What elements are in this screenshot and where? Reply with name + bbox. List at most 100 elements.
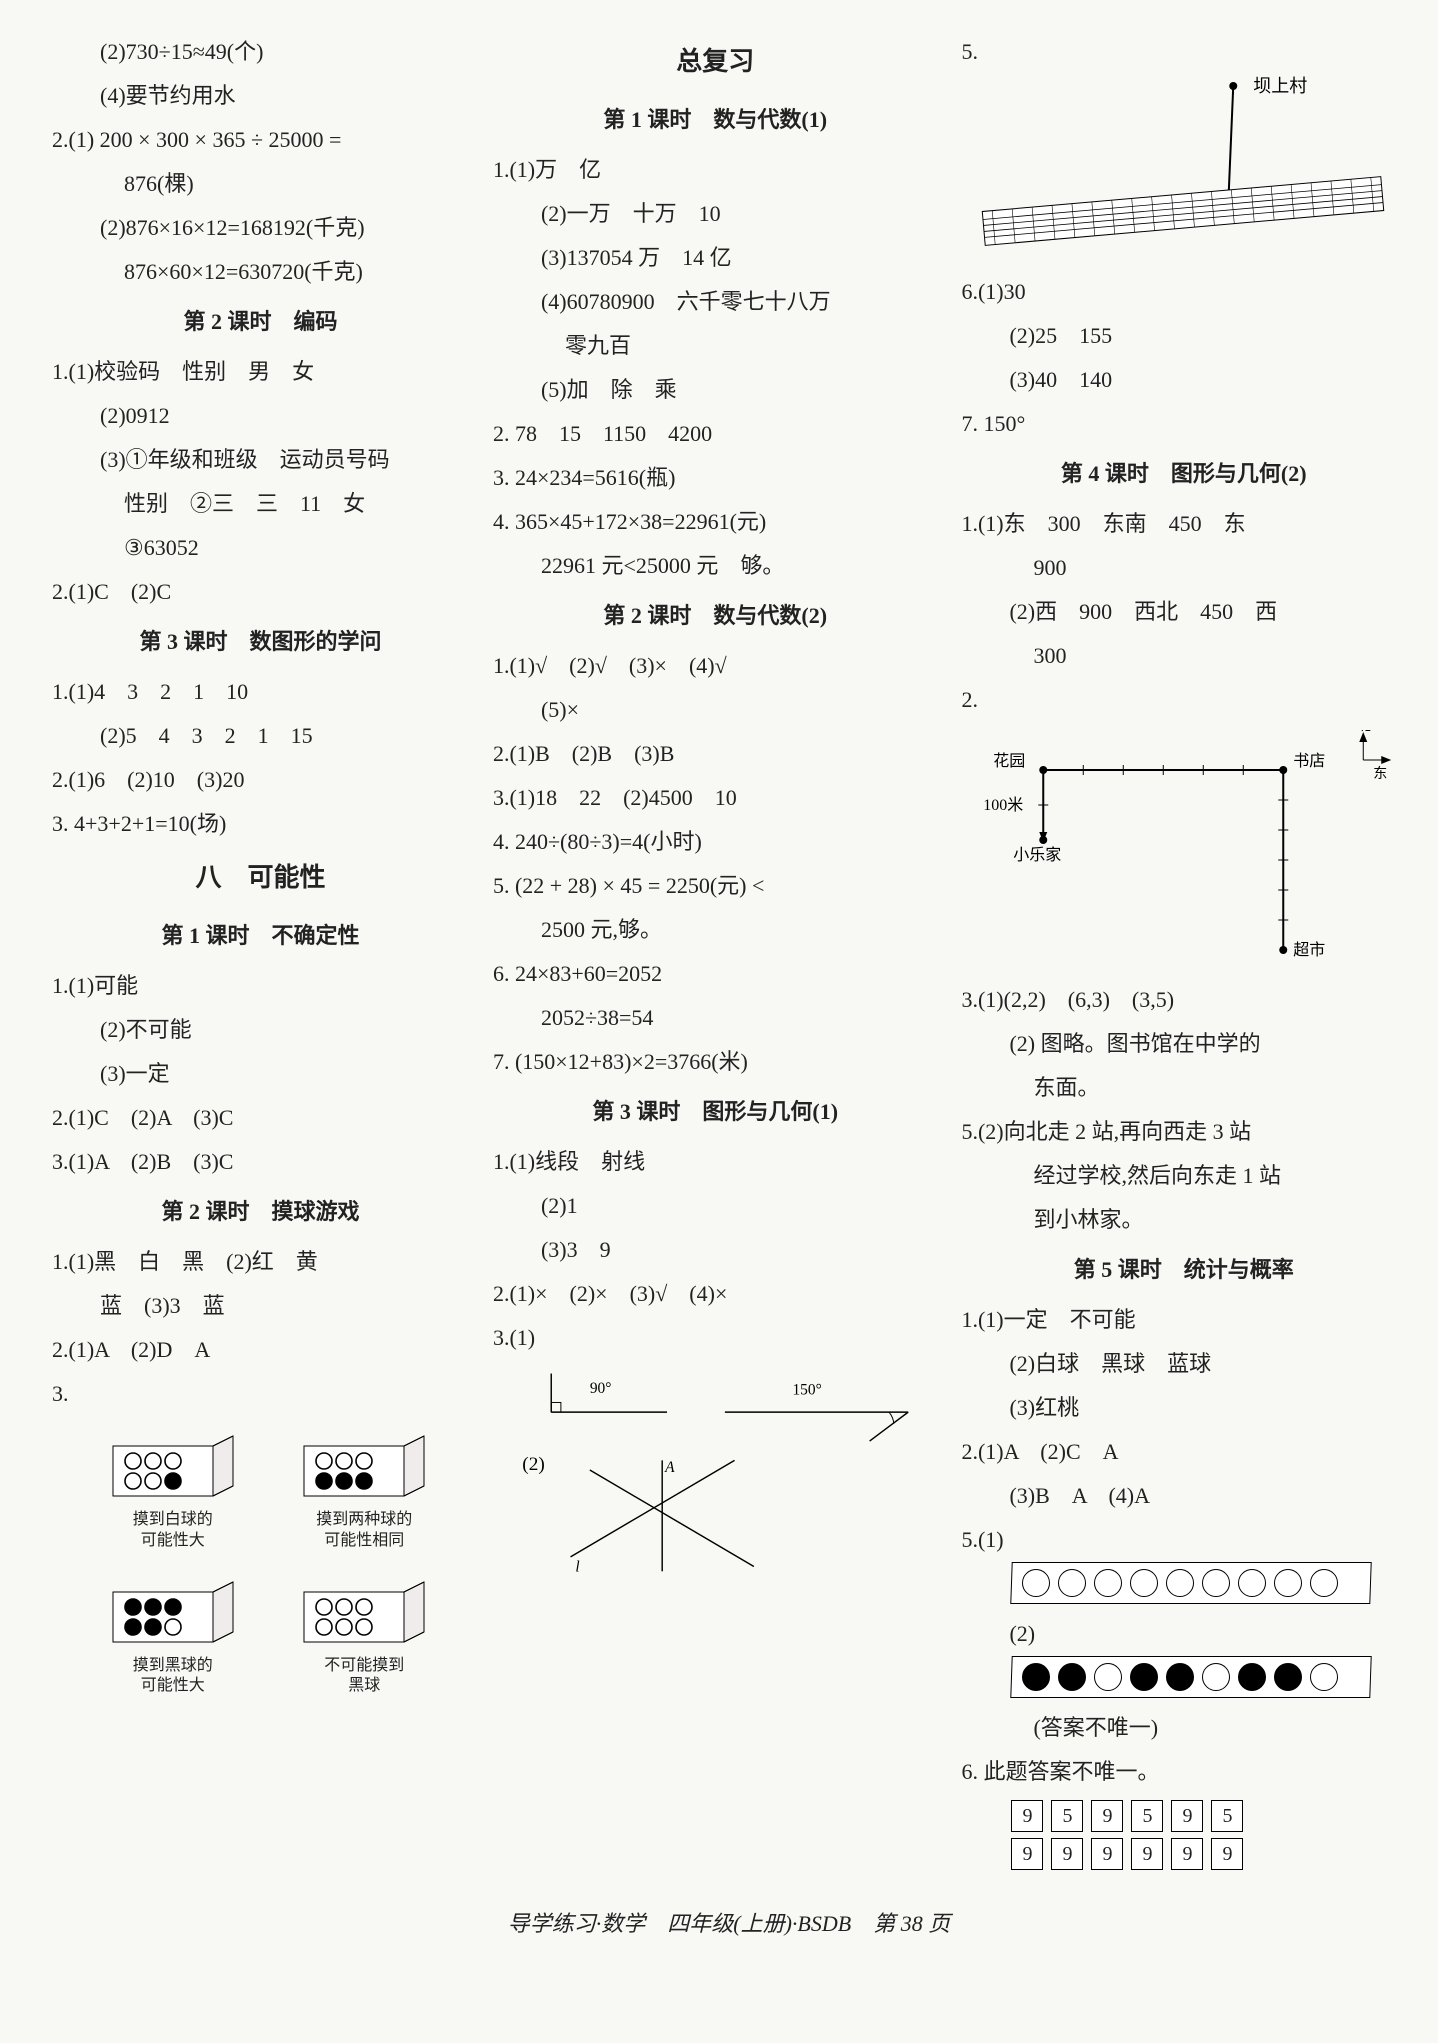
text: 到小林家。 [961, 1198, 1406, 1242]
text: (2)25 155 [961, 314, 1406, 358]
column-1: (2)730÷15≈49(个) (4)要节约用水 2.(1) 200 × 300… [40, 30, 481, 1876]
text: 2.(1)C (2)C [52, 570, 469, 614]
box-label: 摸到黑球的 可能性大 [92, 1656, 253, 1698]
text: 2.(1)C (2)A (3)C [52, 1096, 469, 1140]
svg-text:坝上村: 坝上村 [1254, 76, 1308, 96]
text: 2.(1)× (2)× (3)√ (4)× [493, 1272, 938, 1316]
ball-circle [1274, 1663, 1302, 1691]
page-footer: 导学练习·数学 四年级(上册)·BSDB 第 38 页 [40, 1906, 1418, 1938]
ball-circle [1202, 1663, 1230, 1691]
svg-text:l: l [575, 1558, 579, 1575]
ball-circle [1238, 1569, 1266, 1597]
text: (3)一定 [52, 1052, 469, 1096]
text: (2)西 900 西北 450 西 [961, 590, 1406, 634]
text: 1.(1)4 3 2 1 10 [52, 670, 469, 714]
page: (2)730÷15≈49(个) (4)要节约用水 2.(1) 200 × 300… [40, 30, 1418, 1876]
angle-label: 90° [590, 1380, 612, 1397]
ball-circle [1094, 1569, 1122, 1597]
section-heading: 第 3 课时 图形与几何(1) [493, 1090, 938, 1134]
text: 性别 ②三 三 11 女 [52, 482, 469, 526]
text: 5. [961, 30, 1406, 74]
chapter-heading: 总复习 [493, 36, 938, 88]
text: 2500 元,够。 [493, 908, 938, 952]
text: 3.(1)(2,2) (6,3) (3,5) [961, 978, 1406, 1022]
svg-text:(2): (2) [522, 1454, 544, 1475]
text: 3.(1)A (2)B (3)C [52, 1140, 469, 1184]
section-heading: 第 3 课时 数图形的学问 [52, 620, 469, 664]
text: 876×60×12=630720(千克) [52, 250, 469, 294]
text: 5. (22 + 28) × 45 = 2250(元) < [493, 864, 938, 908]
text: 876(棵) [52, 162, 469, 206]
text: (2) 图略。图书馆在中学的 [961, 1022, 1406, 1066]
text: 东面。 [961, 1066, 1406, 1110]
text: 1.(1)一定 不可能 [961, 1298, 1406, 1342]
number-row-2: 999999 [1011, 1838, 1406, 1870]
ball-boxes: 摸到白球的 可能性大 摸到两种球的 可能性相同 [92, 1426, 445, 1697]
text: (2)0912 [52, 394, 469, 438]
number-box: 9 [1131, 1838, 1163, 1870]
ball-strip-1 [1011, 1562, 1372, 1604]
text: (2)白球 黑球 蓝球 [961, 1342, 1406, 1386]
number-box: 9 [1011, 1800, 1043, 1832]
ball-circle [1094, 1663, 1122, 1691]
text: 22961 元<25000 元 够。 [493, 544, 938, 588]
svg-text:100米: 100米 [984, 796, 1024, 814]
ball-circle [1022, 1569, 1050, 1597]
text: 1.(1)线段 射线 [493, 1140, 938, 1184]
text: 2. 78 15 1150 4200 [493, 412, 938, 456]
number-box: 5 [1131, 1800, 1163, 1832]
svg-text:A: A [664, 1459, 675, 1476]
text: (3)红桃 [961, 1386, 1406, 1430]
text: (4)60780900 六千零七十八万 [493, 280, 938, 324]
text: 2. [961, 678, 1406, 722]
text: (2)876×16×12=168192(千克) [52, 206, 469, 250]
text: ③63052 [52, 526, 469, 570]
number-box: 9 [1051, 1838, 1083, 1870]
number-box: 9 [1211, 1838, 1243, 1870]
text: 2052÷38=54 [493, 996, 938, 1040]
box-label: 摸到两种球的 可能性相同 [283, 1510, 444, 1552]
number-box: 9 [1011, 1838, 1043, 1870]
text: 2.(1)6 (2)10 (3)20 [52, 758, 469, 802]
text: 蓝 (3)3 蓝 [52, 1284, 469, 1328]
box-black-majority: 摸到黑球的 可能性大 [92, 1572, 253, 1698]
text: (2)一万 十万 10 [493, 192, 938, 236]
column-3: 5. 坝上村 6.(1)30 (2)25 [949, 30, 1418, 1876]
chapter-heading: 八 可能性 [52, 852, 469, 904]
text: (2)不可能 [52, 1008, 469, 1052]
text: 3.(1) [493, 1316, 938, 1360]
text: 1.(1)东 300 东南 450 东 [961, 502, 1406, 546]
text: 1.(1)√ (2)√ (3)× (4)√ [493, 644, 938, 688]
section-heading: 第 4 课时 图形与几何(2) [961, 452, 1406, 496]
text: (5)加 除 乘 [493, 368, 938, 412]
text: 2.(1)A (2)D A [52, 1328, 469, 1372]
section-heading: 第 5 课时 统计与概率 [961, 1248, 1406, 1292]
svg-text:150°: 150° [792, 1382, 821, 1399]
text: 经过学校,然后向东走 1 站 [961, 1154, 1406, 1198]
text: (2) [961, 1612, 1406, 1656]
text: 3. 24×234=5616(瓶) [493, 456, 938, 500]
text: 900 [961, 546, 1406, 590]
section-heading: 第 2 课时 数与代数(2) [493, 594, 938, 638]
box-equal: 摸到两种球的 可能性相同 [283, 1426, 444, 1552]
ball-circle [1058, 1663, 1086, 1691]
text: 6. 此题答案不唯一。 [961, 1750, 1406, 1794]
ball-circle [1274, 1569, 1302, 1597]
text: 5.(1) [961, 1518, 1406, 1562]
svg-text:书店: 书店 [1294, 752, 1326, 770]
text: 3. [52, 1372, 469, 1416]
text: 6.(1)30 [961, 270, 1406, 314]
text: 1.(1)黑 白 黑 (2)红 黄 [52, 1240, 469, 1284]
text: (5)× [493, 688, 938, 732]
text: 4. 365×45+172×38=22961(元) [493, 500, 938, 544]
text: (3)①年级和班级 运动员号码 [52, 438, 469, 482]
number-box: 9 [1091, 1800, 1123, 1832]
text: 6. 24×83+60=2052 [493, 952, 938, 996]
svg-text:小乐家: 小乐家 [1014, 846, 1062, 864]
ball-circle [1022, 1663, 1050, 1691]
ball-strip-2 [1011, 1656, 1372, 1698]
text: (4)要节约用水 [52, 74, 469, 118]
text: 7. (150×12+83)×2=3766(米) [493, 1040, 938, 1084]
text: (2)5 4 3 2 1 15 [52, 714, 469, 758]
number-box: 5 [1051, 1800, 1083, 1832]
